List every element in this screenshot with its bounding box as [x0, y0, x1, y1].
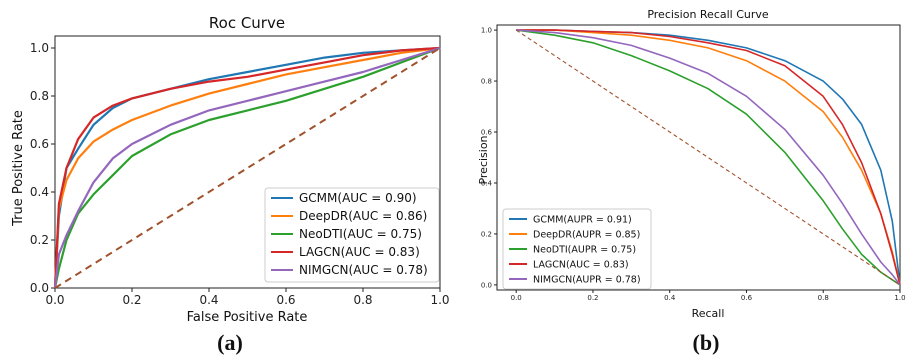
roc-series-line-4 [53, 46, 441, 289]
pr-legend-label: GCMM(AUPR = 0.91) [533, 214, 632, 225]
pr-legend-label: NIMGCN(AUPR = 0.78) [533, 274, 641, 285]
pr-y-axis-label: Precision [477, 135, 490, 184]
roc-axes-frame [54, 35, 441, 289]
pr-plot-area: 0.0 0.2 0.4 0.6 0.8 1.0 0.0 0.2 0.4 0.6 0.8 1.0 [481, 24, 906, 302]
roc-x-tick-label: 0.6 [276, 293, 295, 307]
pr-y-tick-label: 0.8 [481, 78, 492, 86]
roc-x-tick-label: 0.2 [122, 293, 141, 307]
pr-y-tick-label: 0.6 [481, 128, 493, 136]
pr-x-tick-label: 0.0 [511, 294, 522, 302]
pr-legend-label: NeoDTI(AUPR = 0.75) [533, 244, 636, 255]
roc-legend-label: GCMM(AUC = 0.90) [299, 191, 417, 205]
pr-y-tick-label: 1.0 [481, 27, 492, 35]
roc-series-line-2 [53, 46, 441, 289]
roc-legend-label: NIMGCN(AUC = 0.78) [299, 263, 428, 277]
roc-y-axis-label: True Positive Rate [11, 110, 26, 227]
pr-series-line-2 [516, 29, 901, 286]
roc-legend-label: DeepDR(AUC = 0.86) [299, 209, 427, 223]
pr-legend: GCMM(AUPR = 0.91) DeepDR(AUPR = 0.85) NeoD… [502, 208, 652, 290]
roc-chart-panel: Roc Curve 0.0 0.2 0.4 0.6 0.8 1.0 0.0 0.2 0.4 0.6… [11, 14, 450, 355]
roc-y-tick-label: 0.8 [30, 89, 49, 103]
roc-legend-label: NeoDTI(AUC = 0.75) [299, 227, 422, 241]
roc-series-line-baseline [54, 47, 441, 289]
pr-legend-box [502, 208, 652, 290]
pr-x-tick-label: 0.8 [818, 294, 829, 302]
roc-y-tick-label: 0.2 [30, 233, 49, 247]
pr-x-axis-label: Recall [692, 307, 725, 320]
roc-x-tick-label: 0.4 [199, 293, 218, 307]
roc-panel-caption: (a) [217, 330, 243, 355]
roc-legend-label: LAGCN(AUC = 0.83) [299, 245, 420, 259]
roc-chart-title: Roc Curve [209, 14, 285, 32]
precision-recall-chart-panel: Precision Recall Curve 0.0 0.2 0.4 0.6 0.8 1.… [477, 8, 906, 355]
roc-y-tick-label: 0.6 [30, 137, 49, 151]
pr-axes-frame [496, 24, 901, 291]
roc-x-tick-label: 1.0 [430, 293, 449, 307]
pr-series-line-3 [516, 29, 901, 286]
roc-series-line-3 [53, 46, 441, 289]
roc-y-tick-label: 0.4 [30, 185, 49, 199]
pr-x-tick-label: 0.6 [741, 294, 753, 302]
roc-x-axis-label: False Positive Rate [187, 310, 308, 325]
pr-legend-label: LAGCN(AUC = 0.83) [533, 259, 629, 270]
pr-x-tick-label: 0.4 [664, 294, 676, 302]
roc-y-tick-label: 1.0 [30, 41, 49, 55]
pr-y-tick-label: 0.0 [481, 281, 492, 289]
roc-x-tick-label: 0.8 [353, 293, 372, 307]
pr-panel-caption: (b) [693, 330, 720, 355]
roc-series-line-1 [53, 46, 441, 289]
pr-chart-title: Precision Recall Curve [647, 8, 769, 21]
pr-y-tick-label: 0.2 [481, 230, 492, 238]
roc-y-tick-label: 0.0 [30, 281, 49, 295]
roc-legend: GCMM(AUC = 0.90) DeepDR(AUC = 0.86) NeoDTI… [264, 187, 440, 283]
pr-series-line-4 [516, 29, 901, 286]
roc-legend-box [264, 187, 440, 283]
pr-x-tick-label: 0.2 [587, 294, 598, 302]
pr-legend-label: DeepDR(AUPR = 0.85) [533, 229, 640, 240]
pr-y-tick-label: 0.4 [481, 179, 493, 187]
pr-x-tick-label: 1.0 [894, 294, 905, 302]
roc-plot-area: 0.0 0.2 0.4 0.6 0.8 1.0 0.0 0.2 0.4 0.6 0.8 1.0 [30, 35, 450, 307]
roc-x-tick-label: 0.0 [45, 293, 64, 307]
